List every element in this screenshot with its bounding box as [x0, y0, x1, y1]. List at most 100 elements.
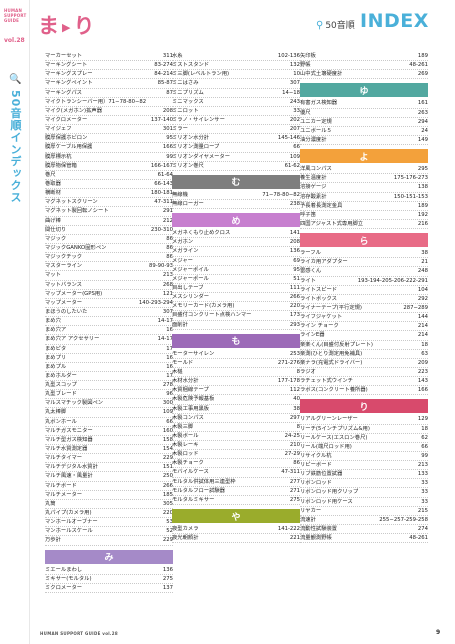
entry-name: ミラー [172, 126, 188, 133]
entry-page: 229 [162, 455, 173, 462]
index-entry: 木質梱線テープ 112 [172, 386, 300, 396]
index-entry: 間仕切り 230-310 [45, 226, 173, 235]
index-entry: メスシリンダー 266 [172, 293, 300, 303]
entry-page: 177-178 [277, 378, 300, 385]
entry-page: 271-276 [277, 359, 300, 366]
entry-page: 66 [166, 418, 173, 425]
index-entry: ミリオン水分計 145-146 [172, 134, 300, 144]
index-entry: ライトボックス 292 [300, 295, 428, 304]
index-entry: まめ穴 14-17 [45, 317, 173, 327]
band-mi: み [45, 549, 173, 564]
entry-page: 295 [417, 166, 428, 173]
index-entry: ミリオン巻尺 61-62 [172, 162, 300, 171]
entry-page: 40 [293, 396, 300, 403]
index-entry: まめプリ 16 [45, 354, 173, 363]
entry-name: ミリオン巻尺 [172, 162, 204, 169]
entry-name: 木製ボール [172, 432, 199, 439]
entry-page: 109 [162, 409, 173, 416]
entry-name: ラインE器 [300, 332, 325, 339]
index-entry: 油分濃度計 149 [300, 136, 428, 146]
entry-page: 294 [417, 118, 428, 125]
entry-name: 目出しテープ [172, 284, 204, 291]
entry-page: 38 [293, 405, 300, 412]
entry-name: 膜厚保護ホビロン [45, 135, 88, 142]
entry-page: 220 [289, 303, 300, 310]
entry-name: リブ鉄筋位置試器 [300, 471, 343, 478]
entry-name: まめ穴ア アクセサリー [45, 336, 100, 343]
entry-name: メガホン [172, 239, 194, 246]
entry-page: 173 [289, 312, 300, 319]
entry-page: 17 [166, 345, 173, 352]
index-entry: 目盛付コンクリート点検ハンマー 173 [172, 311, 300, 321]
entry-page: 18 [421, 341, 428, 348]
entry-page: 213 [417, 462, 428, 469]
entry-page: 14−18 [282, 89, 300, 96]
entry-page: 143 [417, 378, 428, 385]
entry-page: 160 [162, 427, 173, 434]
entry-name: リヤカー [300, 507, 322, 514]
entry-page: 214 [417, 323, 428, 330]
entry-page: 95 [166, 135, 173, 142]
index-entry: リアルグリーンレーザー 129 [300, 415, 428, 425]
page-number: 9 [436, 629, 441, 636]
entry-page: 223 [417, 368, 428, 375]
index-entry: マジックGANKO固形ペン 86 [45, 244, 173, 254]
index-entry: ミニマックス 243 [172, 98, 300, 107]
index-entry: ライカ用アダプター 21 [300, 258, 428, 268]
entry-page: 275 [289, 496, 300, 503]
entry-page: 16 [166, 363, 173, 370]
section-title: ま ▶ り [38, 14, 95, 38]
index-entry: 無線機 71−78-80−82 [172, 191, 300, 200]
entry-page: 271 [289, 487, 300, 494]
entry-name: 夜型カメラ [172, 526, 199, 533]
index-column-3: 矢印板 189 野帳 48-261 山中式土壌硬度計 269 ゆ 有害ガス検知器 161 優尺… [300, 52, 428, 544]
entry-page: 61-62 [284, 162, 300, 169]
index-entry: ユニカー定規 294 [300, 118, 428, 127]
index-entry: メジャーポイル 95 [172, 266, 300, 275]
entry-page: 53 [166, 519, 173, 526]
entry-name: ユニカー定規 [300, 118, 332, 125]
entry-page: 112 [289, 387, 300, 394]
entry-page: 83-274 [154, 62, 173, 69]
entry-name: メジャーポール [172, 275, 209, 282]
entry-page: 133 [417, 471, 428, 478]
entry-name: ライカ用アダプター [300, 259, 348, 266]
index-entry: まめホルダー 17 [45, 372, 173, 382]
entry-page: 24 [421, 127, 428, 134]
index-entry: マグネット製回転ノシート 291 [45, 207, 173, 217]
entry-page: 210 [289, 442, 300, 449]
index-label: INDEX [360, 10, 429, 32]
entry-page: 38 [421, 250, 428, 257]
entry-page: 275 [162, 575, 173, 582]
index-entry: ラインE器 214 [300, 331, 428, 341]
entry-page: 158 [162, 436, 173, 443]
entry-name: 楽楽くん(目盛付反射プレート) [300, 341, 373, 348]
entry-name: マーキングスプレー [45, 71, 93, 78]
entry-name: 丸型スコップ [45, 382, 77, 389]
entry-page: 145-146 [277, 135, 300, 142]
index-entry: マルチ型ガス検知器 158 [45, 436, 173, 446]
entry-page: 266 [162, 482, 173, 489]
entry-page: 102-136 [277, 53, 300, 59]
entry-name: 目盛付コンクリート点検ハンマー [172, 312, 252, 319]
entry-name: マットバランス [45, 281, 82, 288]
index-entry: 丸パイプ(カメラ用) 220 [45, 509, 173, 519]
entry-name: 巻尺 [45, 171, 56, 178]
band-me: め [172, 213, 300, 228]
entry-page: 8 [296, 368, 300, 375]
entry-name: 面削計 [172, 321, 188, 328]
index-entry: ユニボール５ 24 [300, 127, 428, 136]
entry-page: 52 [166, 528, 173, 535]
index-entry: 木槌 8 [172, 368, 300, 378]
entry-name: マルチ風速・風量計 [45, 473, 93, 480]
magnifier-icon: 🔍 [9, 74, 22, 85]
entry-name: モーターサイレン [172, 350, 215, 357]
entry-page: 230-310 [150, 226, 173, 233]
entry-name: ライフジャケット [300, 314, 343, 321]
entry-name: 有害ガス検知器 [300, 100, 338, 107]
entry-name: 流速計 [300, 516, 316, 523]
entry-page: 208 [289, 239, 300, 246]
entry-page: 17 [166, 372, 173, 379]
index-entry: 万歩計 229 [45, 536, 173, 546]
entry-page: 305 [162, 500, 173, 507]
